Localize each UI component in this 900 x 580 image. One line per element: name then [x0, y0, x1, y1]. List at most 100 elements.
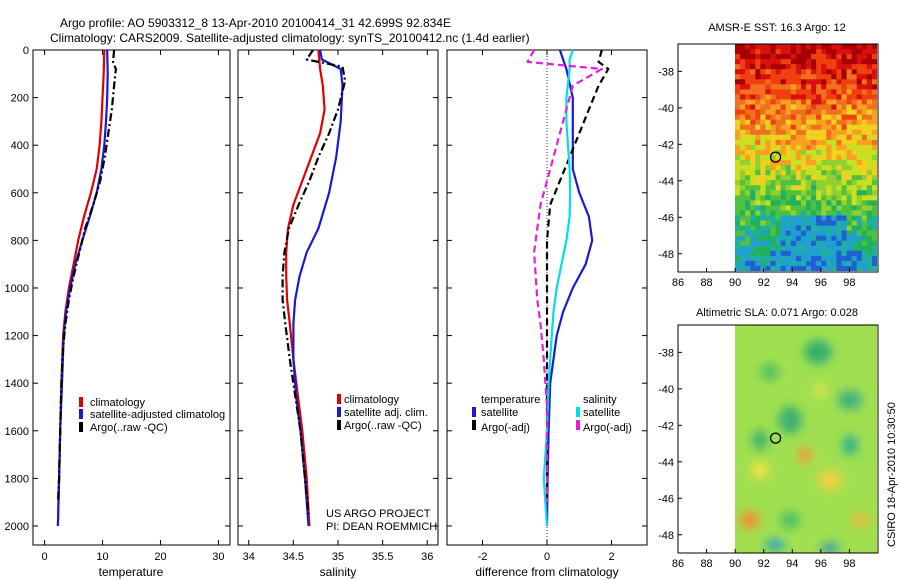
sst-cell [871, 220, 877, 226]
sst-cell [735, 64, 741, 70]
sst-cell [795, 64, 802, 70]
sst-cell [816, 99, 822, 105]
sst-cell [856, 180, 863, 186]
sst-cell [790, 265, 797, 271]
sst-cell [735, 190, 741, 196]
sst-cell [836, 59, 842, 65]
sst-cell [740, 44, 746, 50]
sst-cell [750, 205, 756, 211]
sst-cell [851, 64, 858, 70]
sst-cell [841, 69, 847, 75]
sst-cell [800, 170, 807, 176]
sst-cell [740, 94, 746, 100]
sst-cell [775, 185, 782, 191]
y-tick-label: 1400 [5, 378, 29, 390]
sst-cell [836, 114, 842, 121]
sst-cell [800, 99, 807, 105]
sst-cell [866, 154, 873, 161]
sst-cell [856, 235, 863, 242]
sst-cell [800, 109, 807, 116]
sst-cell [765, 129, 771, 136]
sst-cell [806, 69, 812, 75]
sst-cell [800, 185, 807, 191]
sst-cell [735, 94, 741, 100]
sst-cell [740, 64, 746, 70]
sla-anomaly [780, 511, 800, 529]
sst-cell [816, 215, 822, 221]
sst-cell [831, 129, 837, 136]
sst-cell [755, 99, 761, 105]
series-satellite-adjusted-climatolog [56, 49, 109, 527]
sst-cell [811, 94, 817, 100]
sst-cell [806, 119, 812, 126]
sst-cell [765, 69, 771, 75]
sst-cell [851, 119, 858, 126]
sst-cell [851, 220, 858, 226]
sst-cell [806, 255, 812, 262]
sst-cell [856, 170, 863, 176]
x-tick-label: 30 [212, 551, 224, 563]
sst-cell [780, 240, 787, 247]
credit-line1: US ARGO PROJECT [326, 508, 431, 520]
sst-cell [811, 180, 817, 186]
sst-cell [740, 180, 746, 186]
sst-cell [871, 175, 877, 181]
sst-cell [831, 205, 837, 211]
sst-cell [866, 205, 873, 211]
sst-cell [861, 94, 868, 100]
sst-cell [871, 160, 877, 166]
sst-cell [826, 104, 832, 110]
sst-cell [826, 205, 832, 211]
sst-cell [800, 59, 807, 65]
sst-cell [856, 69, 863, 75]
sst-cell [866, 220, 873, 226]
sst-cell [861, 99, 868, 105]
sst-cell [831, 200, 837, 206]
sst-cell [871, 74, 877, 80]
sst-cell [846, 205, 853, 211]
sst-cell [846, 134, 853, 141]
sst-cell [821, 104, 827, 110]
sst-cell [760, 215, 766, 221]
sst-cell [795, 215, 802, 221]
sst-cell [856, 104, 863, 110]
legend-satellite-adjusted: satellite-adjusted climatolog [90, 409, 225, 421]
sst-cell [760, 220, 766, 226]
sst-cell [740, 235, 746, 242]
sst-cell [821, 89, 827, 95]
sst-cell [745, 255, 751, 262]
sst-cell [866, 149, 873, 156]
x-tick-label: 86 [672, 558, 684, 570]
sst-cell [735, 170, 741, 176]
sst-cell [866, 255, 873, 262]
sst-cell [800, 79, 807, 85]
sst-cell [856, 195, 863, 201]
sst-cell [765, 225, 771, 232]
sst-cell [821, 54, 827, 60]
x-tick-label: 2 [608, 551, 614, 563]
sla-argo-marker [769, 432, 782, 444]
sst-cell [755, 255, 761, 262]
sst-cell [790, 230, 797, 237]
sst-cell [841, 250, 847, 257]
sst-cell [806, 89, 812, 95]
sst-cell [861, 84, 868, 90]
sst-cell [800, 74, 807, 80]
sst-cell [775, 215, 782, 221]
sst-cell [841, 175, 847, 181]
sst-cell [770, 49, 776, 55]
sst-cell [866, 200, 873, 206]
sst-cell [816, 185, 822, 191]
sst-cell [760, 69, 766, 75]
sst-cell [816, 109, 822, 116]
sst-cell [856, 255, 863, 262]
sst-cell [785, 225, 792, 232]
sst-cell [795, 59, 802, 65]
sst-cell [831, 250, 837, 257]
sst-cell [760, 74, 766, 80]
sst-cell [790, 250, 797, 257]
sst-cell [800, 230, 807, 237]
sst-cell [811, 74, 817, 80]
series-argo-raw-qc- [281, 49, 347, 515]
sst-cell [836, 154, 842, 161]
